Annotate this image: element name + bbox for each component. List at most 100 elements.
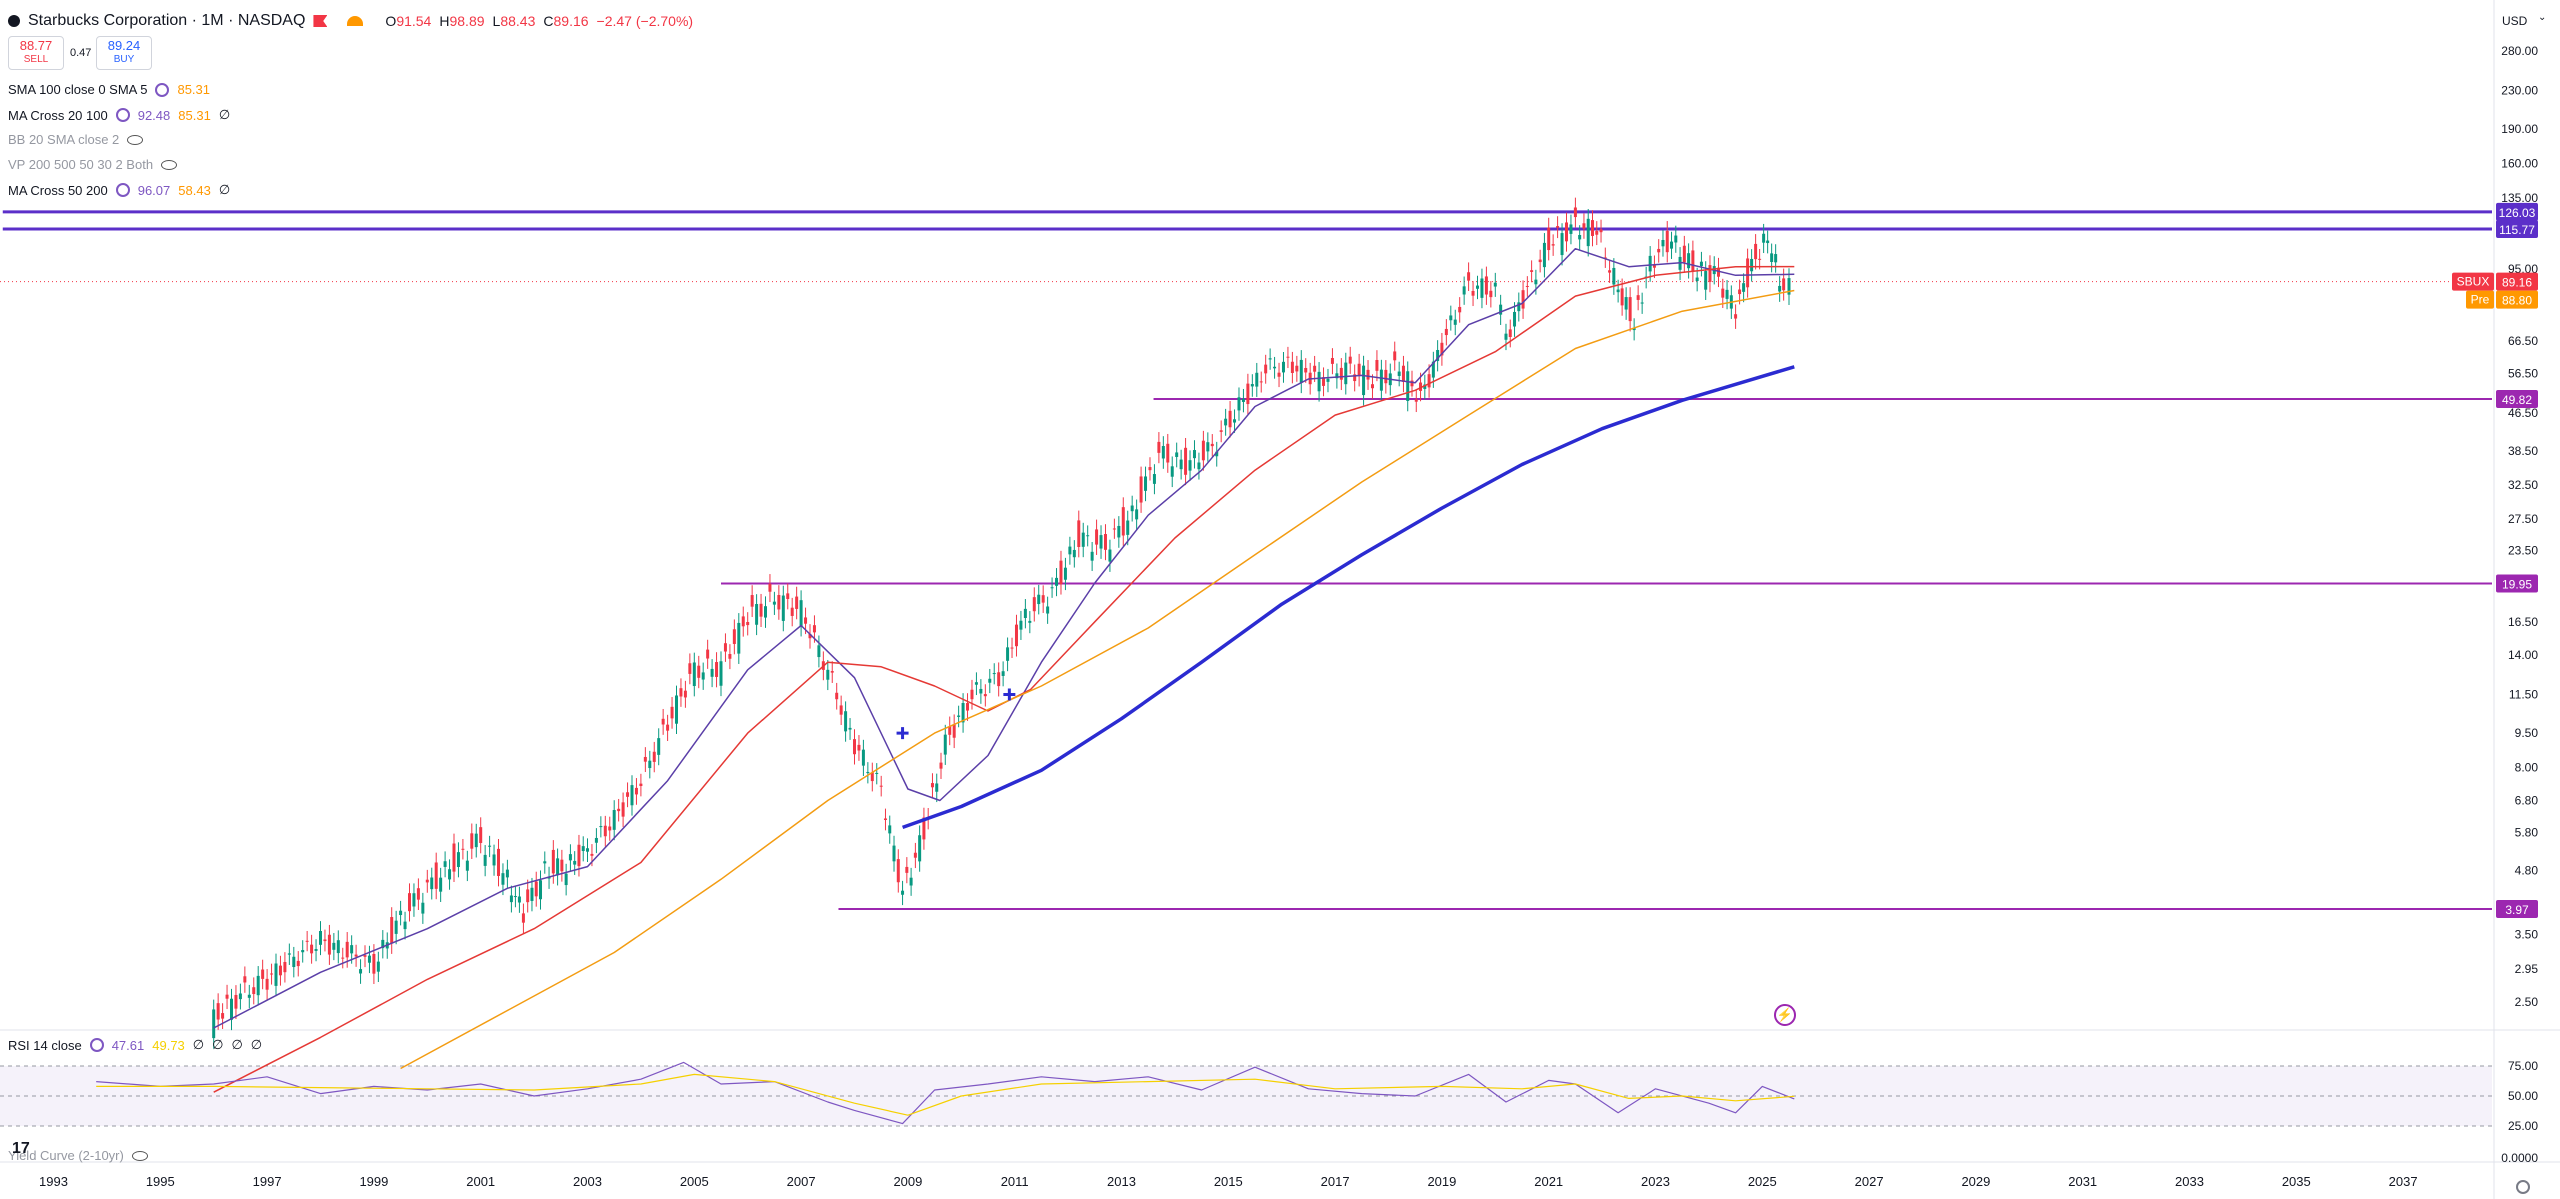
candle-body [1028,620,1032,623]
candle-body [363,955,367,957]
candle-body [543,861,547,864]
sell-button[interactable]: 88.77 SELL [8,36,64,70]
buy-button[interactable]: 89.24 BUY [96,36,152,70]
indicator-name[interactable]: MA Cross 50 200 [8,182,108,198]
candle-body [1401,365,1405,382]
buy-price: 89.24 [107,38,141,53]
candle-body [786,593,790,599]
candle-body [513,896,517,898]
indicator-row[interactable]: MA Cross 20 100 92.48 85.31 ∅ [8,107,230,123]
candle-body [1201,440,1205,461]
candle-body [599,826,603,828]
indicator-row[interactable]: MA Cross 50 200 96.07 58.43 ∅ [8,182,230,198]
candle-body [1770,253,1774,262]
candle-body [381,939,385,949]
candle-body [1379,369,1383,391]
candle-body [517,896,521,903]
candle-body [701,672,705,680]
chevron-down-icon[interactable]: ⌄ [2538,12,2547,23]
rsi-name[interactable]: RSI 14 close [8,1037,82,1053]
candle-body [732,629,736,644]
candle-body [781,595,785,621]
candle-body [461,848,465,850]
candle-body [265,978,269,990]
candle-body [1246,383,1250,405]
symbol-title[interactable]: Starbucks Corporation · 1M · NASDAQ [28,12,306,29]
indicator-name[interactable]: BB 20 SMA close 2 [8,132,120,147]
candle-body [870,772,874,782]
level-price-label [2496,389,2538,408]
currency-selector[interactable]: USD [2502,14,2528,28]
ohlc-item: O91.54 [385,13,431,29]
indicator-value: 85.31 [178,107,211,123]
candle-body [430,877,434,890]
candle-body [1682,245,1686,263]
candle-body [456,852,460,867]
candle-body [448,869,452,880]
ohlc-item: H98.89 [439,13,484,29]
yield-curve-name[interactable]: Yield Curve (2-10yr) [8,1148,124,1163]
candle-body [755,604,759,625]
indicator-name[interactable]: MA Cross 20 100 [8,107,108,123]
candle-body [1480,278,1484,298]
hidden-eye-icon[interactable] [161,159,178,170]
candle-body [983,694,987,697]
indicator-row[interactable]: VP 200 500 50 30 2 Both [8,157,178,172]
candle-body [1440,342,1444,356]
candle-body [608,826,612,831]
price-tick-label: 23.50 [2508,543,2538,557]
gear-icon[interactable] [2516,1180,2530,1194]
candle-body [1304,367,1308,373]
indicator-name[interactable]: VP 200 500 50 30 2 Both [8,157,154,172]
tradingview-logo[interactable]: 17 [12,1140,30,1157]
candle-body [292,956,296,968]
candle-body [421,902,425,914]
indicator-row[interactable]: SMA 100 close 0 SMA 5 85.31 [8,82,210,97]
rsi-tick-label: 50.00 [2508,1089,2538,1103]
candle-body [943,734,947,755]
candle-body [719,661,723,686]
indicator-row[interactable]: BB 20 SMA close 2 [8,132,144,147]
candle-body [594,837,598,843]
candle-body [710,668,714,677]
candle-body [988,678,992,683]
candle-body [1366,369,1370,380]
candle-body [534,881,538,897]
candle-body [1192,450,1196,459]
settings-icon[interactable] [115,183,130,197]
candle-body [1406,371,1410,401]
price-tick-label: 66.50 [2508,334,2538,348]
candle-body [830,671,834,673]
settings-icon[interactable] [155,82,170,97]
alert-bolt-icon[interactable]: ⚡ [1774,1004,1796,1026]
hidden-eye-icon[interactable] [127,134,144,145]
settings-icon[interactable] [89,1038,104,1052]
candle-body [1144,476,1148,491]
settings-icon[interactable] [115,108,130,122]
candle-body [1152,474,1156,484]
flag-icon[interactable] [313,15,328,27]
candle-body [1290,361,1294,373]
candle-body [1157,441,1161,453]
ma-line [902,365,1795,830]
rsi-value: ∅ [212,1037,224,1052]
candle-body [617,808,621,812]
candle-body [1037,594,1041,605]
rsi-band [0,1066,2492,1126]
candle-body [675,695,678,724]
hide-eye-icon[interactable] [131,1150,148,1161]
candle-body [1348,356,1352,364]
candle-body [1224,418,1228,426]
candle-body [1687,253,1691,269]
candle-body [465,860,469,871]
candle-body [918,835,922,862]
candle-body [952,724,956,738]
x-tick-label: 1995 [146,1174,175,1189]
candle-body [439,877,443,892]
candle-body [1215,451,1219,457]
indicator-name[interactable]: SMA 100 close 0 SMA 5 [8,82,148,97]
candle-body [1197,462,1201,470]
price-tick-label: 16.50 [2508,615,2538,629]
